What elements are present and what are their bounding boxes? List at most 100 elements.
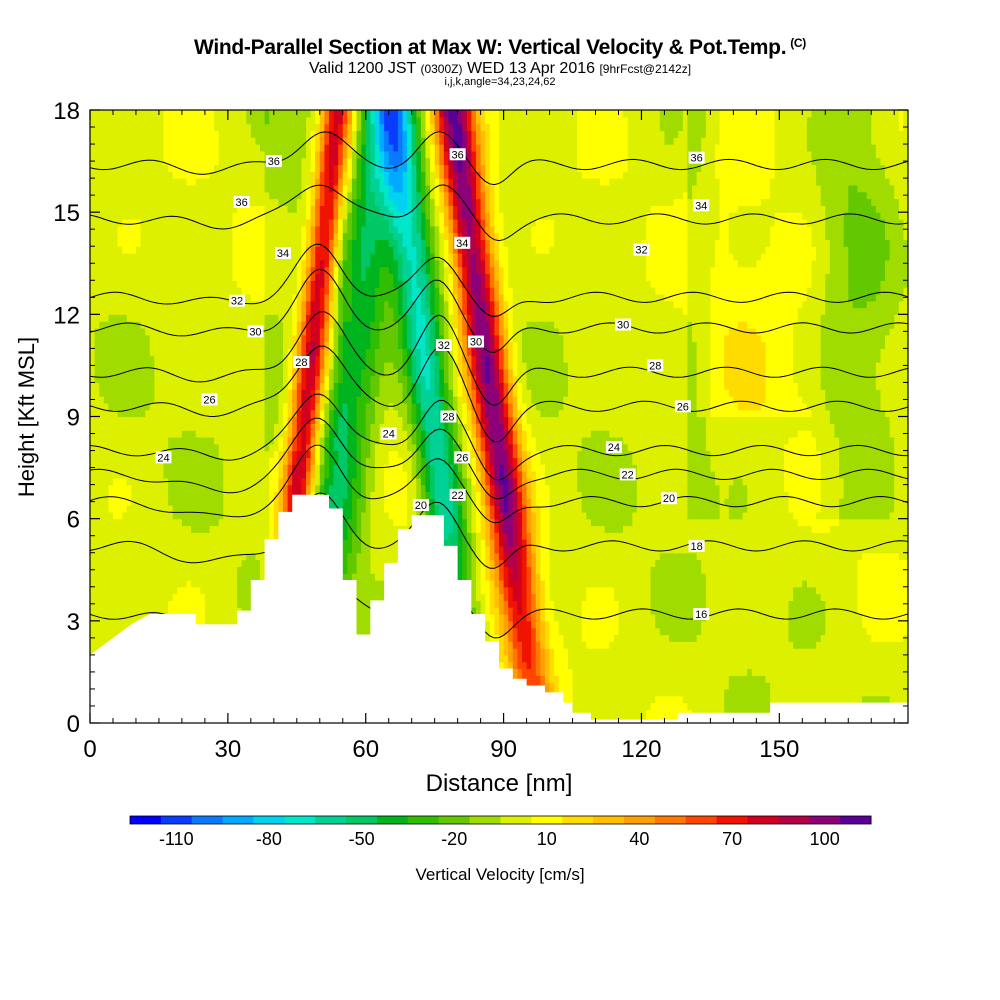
velocity-cell <box>338 157 344 166</box>
velocity-cell <box>719 116 776 125</box>
velocity-cell <box>393 144 399 152</box>
contour-label-bg <box>233 195 250 208</box>
velocity-cell <box>434 334 440 343</box>
velocity-cell <box>471 518 477 527</box>
velocity-cell <box>374 144 381 152</box>
velocity-cell <box>687 259 716 268</box>
velocity-cell <box>494 552 500 561</box>
velocity-cell <box>365 348 376 356</box>
velocity-cell <box>793 355 822 363</box>
velocity-cell <box>264 150 307 159</box>
velocity-cell <box>531 614 537 622</box>
velocity-cell <box>462 300 468 309</box>
velocity-cell <box>305 362 316 370</box>
velocity-cell <box>370 164 376 172</box>
velocity-cell <box>411 375 417 384</box>
velocity-cell <box>499 334 505 343</box>
velocity-cell <box>338 266 344 275</box>
velocity-cell <box>328 232 335 241</box>
colorbar-tick-label: 10 <box>537 829 557 849</box>
velocity-cell <box>292 416 298 424</box>
velocity-cell <box>347 464 358 472</box>
velocity-cell <box>315 389 321 397</box>
velocity-cell <box>319 321 325 329</box>
velocity-cell <box>434 368 440 377</box>
velocity-cell <box>774 150 813 159</box>
velocity-cell <box>264 171 302 179</box>
velocity-cell <box>140 239 234 247</box>
velocity-cell <box>448 266 454 275</box>
velocity-cell <box>90 579 188 588</box>
velocity-cell <box>388 205 399 213</box>
velocity-cell <box>411 334 417 343</box>
velocity-cell <box>388 239 399 247</box>
velocity-cell <box>471 178 477 186</box>
velocity-cell <box>163 150 220 159</box>
velocity-cell <box>448 273 454 281</box>
velocity-cell <box>503 470 509 479</box>
velocity-cell <box>301 300 307 309</box>
velocity-cell <box>384 368 399 377</box>
velocity-cell <box>90 253 234 261</box>
velocity-cell <box>508 614 514 622</box>
velocity-cell <box>370 116 376 125</box>
contour-label-bg <box>449 148 466 161</box>
colorbar-swatch <box>253 816 285 824</box>
velocity-cell <box>466 491 473 499</box>
velocity-cell <box>489 321 496 329</box>
velocity-cell <box>659 123 684 132</box>
velocity-cell <box>365 218 390 227</box>
velocity-cell <box>328 225 335 234</box>
velocity-cell <box>324 477 335 486</box>
velocity-cell <box>365 130 371 138</box>
velocity-cell <box>687 409 698 418</box>
velocity-cell <box>471 498 477 506</box>
velocity-cell <box>365 212 385 220</box>
velocity-cell <box>296 436 302 445</box>
velocity-cell <box>480 477 486 486</box>
velocity-cell <box>296 327 302 336</box>
velocity-cell <box>466 368 473 377</box>
velocity-cell <box>820 634 872 642</box>
velocity-cell <box>425 205 431 213</box>
velocity-cell <box>705 130 721 138</box>
colorbar-tick-label: 40 <box>629 829 649 849</box>
velocity-cell <box>508 593 514 601</box>
velocity-cell <box>420 368 431 377</box>
velocity-cell <box>696 382 711 390</box>
velocity-cell <box>328 409 335 418</box>
velocity-cell <box>627 137 666 145</box>
velocity-cell <box>319 164 325 172</box>
velocity-cell <box>439 150 445 159</box>
velocity-cell <box>710 327 730 336</box>
velocity-cell <box>365 116 371 125</box>
velocity-cell <box>315 293 321 302</box>
velocity-cell <box>581 600 620 608</box>
velocity-cell <box>480 137 486 145</box>
velocity-cell <box>425 259 431 268</box>
velocity-cell <box>756 327 794 336</box>
velocity-cell <box>379 266 390 275</box>
velocity-cell <box>457 382 463 390</box>
velocity-cell <box>324 184 330 193</box>
velocity-cell <box>296 205 307 213</box>
velocity-cell <box>324 355 330 363</box>
velocity-cell <box>264 314 280 322</box>
velocity-cell <box>485 307 491 315</box>
velocity-cell <box>237 566 261 574</box>
velocity-cell <box>439 239 445 247</box>
velocity-cell <box>885 334 908 343</box>
velocity-cell <box>489 123 500 132</box>
velocity-cell <box>310 293 316 302</box>
velocity-cell <box>430 116 436 125</box>
contour-label: 36 <box>452 149 464 161</box>
velocity-cell <box>471 470 477 479</box>
velocity-cell <box>719 191 771 200</box>
velocity-cell <box>517 484 523 493</box>
velocity-cell <box>737 402 762 411</box>
velocity-cell <box>453 477 459 486</box>
velocity-cell <box>374 123 381 132</box>
velocity-cell <box>710 402 739 411</box>
velocity-cell <box>361 368 376 377</box>
velocity-cell <box>260 144 307 152</box>
